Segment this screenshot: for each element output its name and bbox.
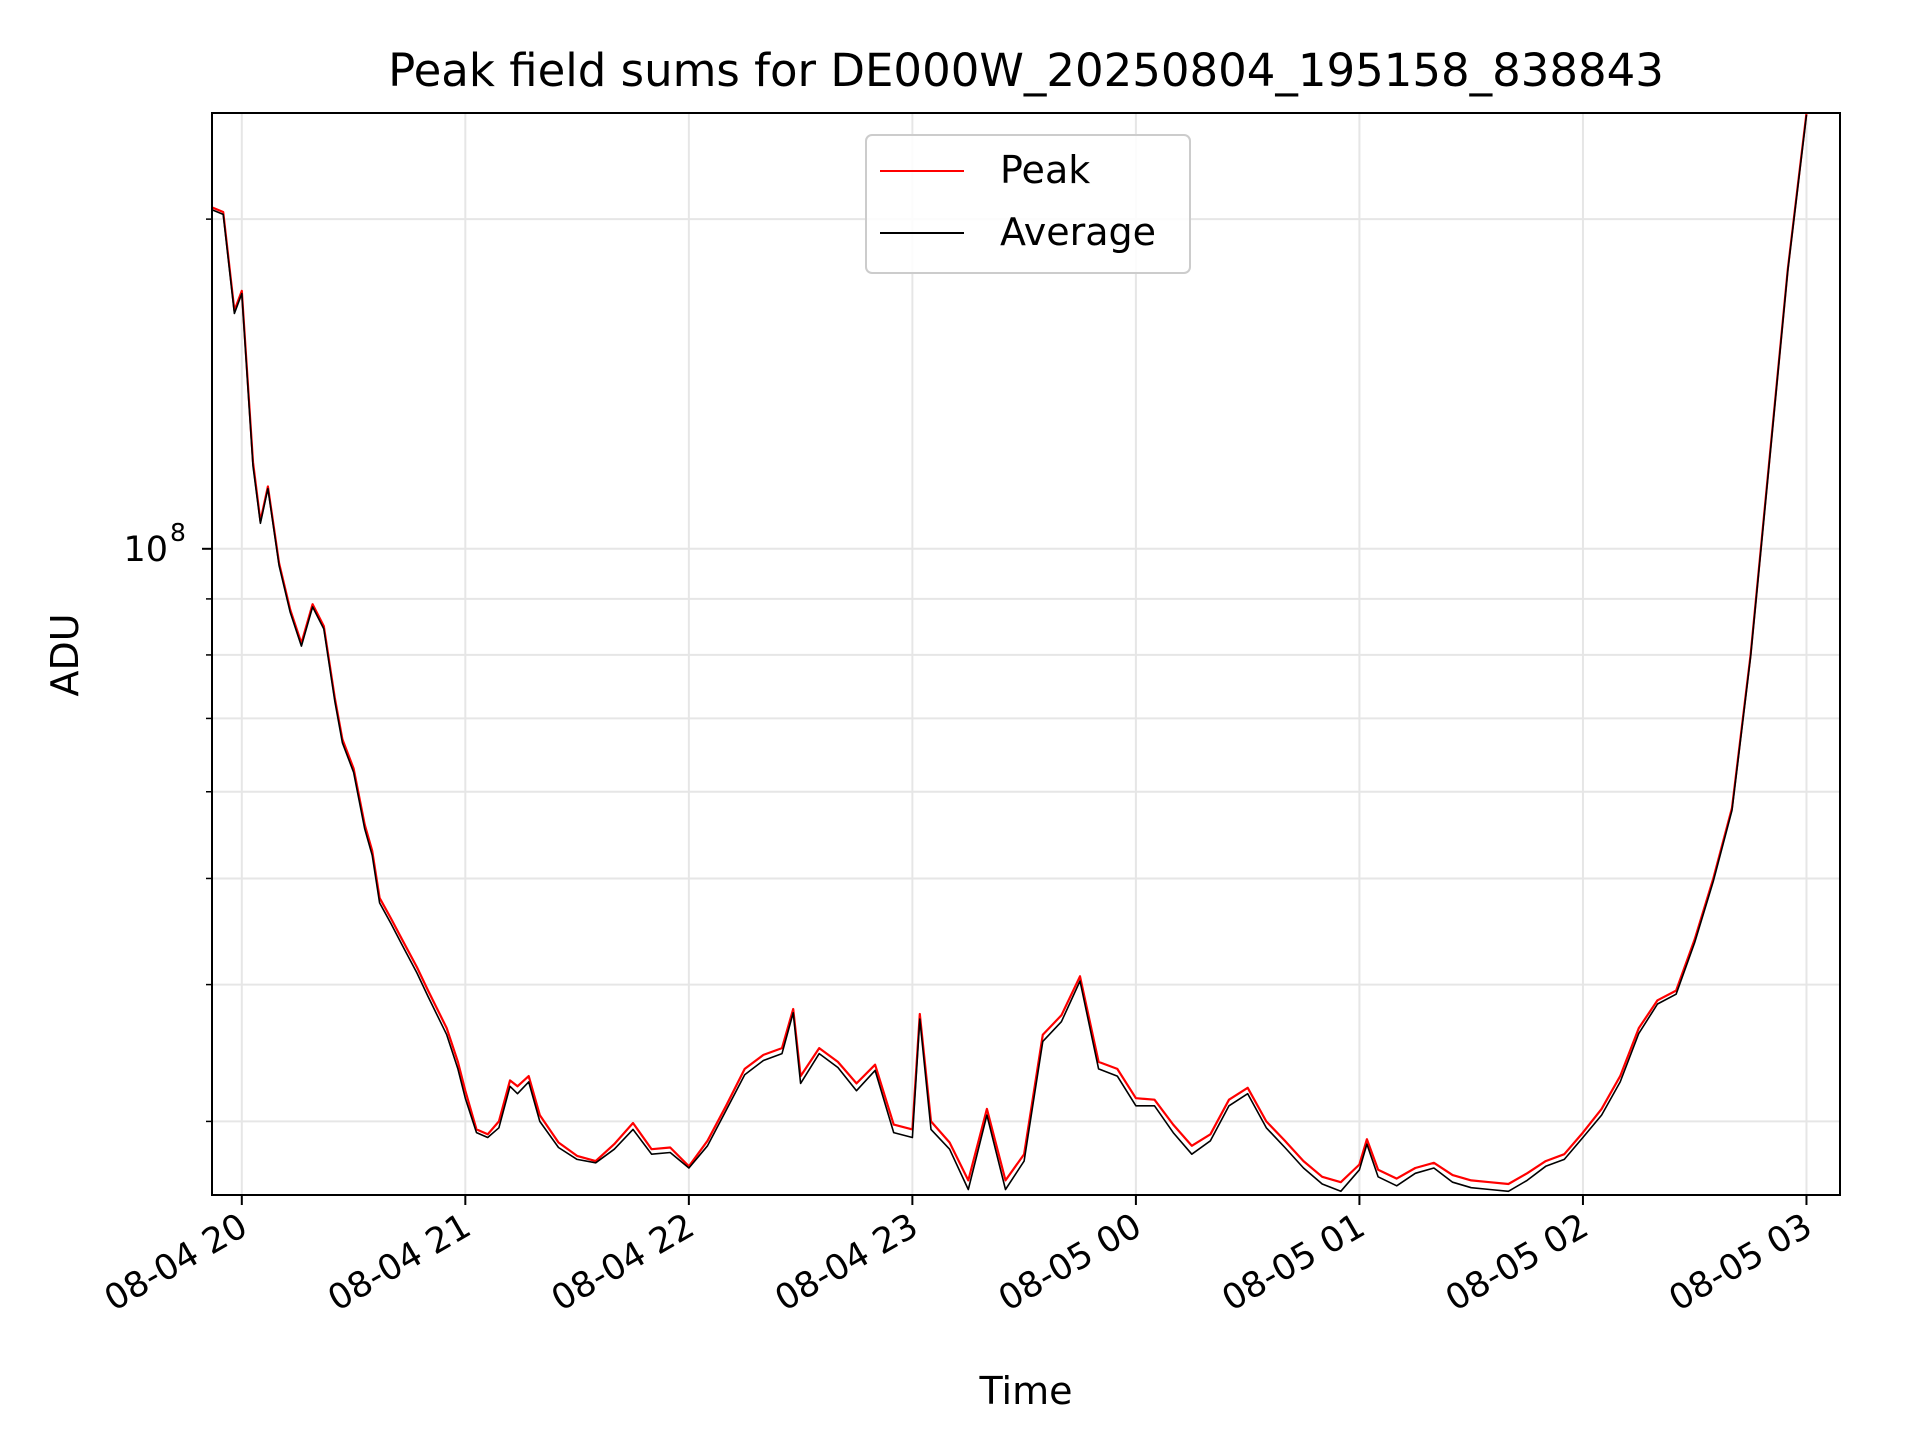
y-tick-exponent: 8 <box>170 518 186 547</box>
plot-frame <box>211 112 1841 1196</box>
legend: Peak Average <box>865 134 1191 274</box>
series-lines <box>211 112 1808 1193</box>
grid <box>212 113 1840 1195</box>
legend-label-average: Average <box>1000 210 1156 254</box>
series-line-average <box>211 114 1808 1193</box>
y-tick-label: 10 <box>123 530 168 570</box>
legend-label-peak: Peak <box>1000 148 1090 192</box>
y-axis-label: ADU <box>43 613 87 696</box>
x-axis-label: Time <box>979 1369 1073 1413</box>
legend-frame <box>865 134 1191 274</box>
chart-title: Peak field sums for DE000W_20250804_1951… <box>388 44 1664 97</box>
